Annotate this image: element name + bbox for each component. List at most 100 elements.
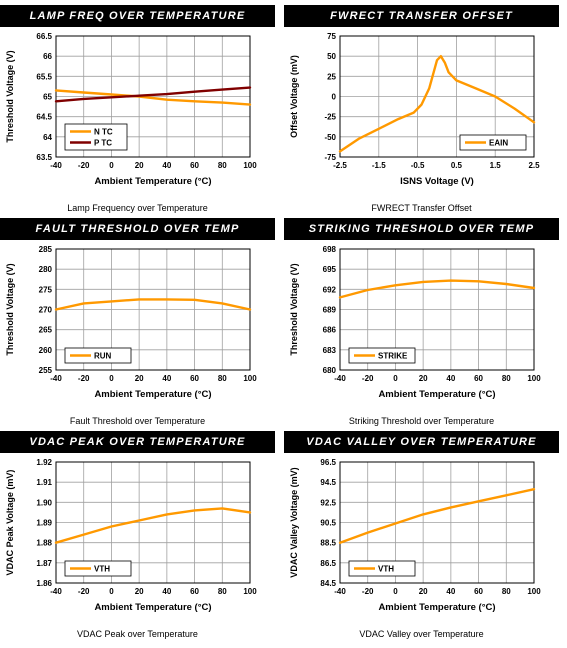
legend-box xyxy=(64,347,132,364)
x-tick-label: 80 xyxy=(218,587,227,596)
y-tick-label: 64 xyxy=(43,133,52,142)
y-tick-label: 689 xyxy=(323,306,337,315)
chart-header: FAULT THRESHOLD OVER TEMP xyxy=(0,218,275,240)
y-tick-label: 260 xyxy=(39,346,53,355)
vdac-peak-chart: -40 -20 0 20 40 60 80 100 1.86 1.87 1.88 1.89 1.90 1.… xyxy=(5,458,257,613)
y-tick-label: 66.5 xyxy=(36,32,52,41)
panel-vdac-peak: VDAC PEAK OVER TEMPERATURE -40 -20 0 20 40 60… xyxy=(0,431,283,647)
panel-vdac-valley: VDAC VALLEY OVER TEMPERATURE -40 -20 0 20 40… xyxy=(284,431,567,647)
plot-border xyxy=(339,248,535,371)
y-tick-label: 285 xyxy=(39,245,53,254)
plot-border xyxy=(339,461,535,584)
legend-label: RUN xyxy=(94,352,112,361)
plot-border xyxy=(55,35,251,158)
series-line xyxy=(54,86,252,103)
fwrect-offset-chart: -2.5 -1.5 -0.5 0.5 1.5 2.5 -75 -50 -25 0 25 50 75 ISN… xyxy=(289,32,540,187)
y-tick-label: 698 xyxy=(323,245,337,254)
x-tick-label: -40 xyxy=(50,587,62,596)
x-tick-label: 1.5 xyxy=(490,161,502,170)
y-tick-label: -50 xyxy=(324,133,336,142)
x-axis-label: Ambient Temperature (°C) xyxy=(378,389,495,400)
y-tick-label: 265 xyxy=(39,326,53,335)
y-tick-label: 63.5 xyxy=(36,153,52,162)
chart-header: FWRECT TRANSFER OFFSET xyxy=(284,5,559,27)
y-tick-label: 64.5 xyxy=(36,113,52,122)
chart-caption: VDAC Valley over Temperature xyxy=(359,629,484,639)
x-tick-label: 60 xyxy=(190,374,199,383)
x-tick-label: 40 xyxy=(446,374,455,383)
y-axis-label: Threshold Voltage (V) xyxy=(5,263,15,355)
x-tick-label: -20 xyxy=(362,374,374,383)
series-line xyxy=(338,55,536,153)
x-tick-label: 60 xyxy=(190,587,199,596)
y-tick-label: 66 xyxy=(43,52,52,61)
chart-header: VDAC VALLEY OVER TEMPERATURE xyxy=(284,431,559,453)
x-tick-label: 0.5 xyxy=(451,161,463,170)
y-tick-label: 0 xyxy=(332,93,337,102)
x-tick-label: 100 xyxy=(527,587,541,596)
x-tick-label: -40 xyxy=(334,374,346,383)
x-tick-label: -20 xyxy=(362,587,374,596)
plot-border xyxy=(55,461,251,584)
y-tick-label: 695 xyxy=(323,265,337,274)
x-tick-label: 20 xyxy=(135,161,144,170)
y-tick-label: 50 xyxy=(327,52,336,61)
legend-label: N TC xyxy=(94,128,113,137)
y-tick-label: 1.92 xyxy=(36,458,52,467)
y-tick-label: 1.86 xyxy=(36,579,52,588)
legend-box xyxy=(459,134,527,151)
legend-box xyxy=(64,560,132,577)
y-axis-label: VDAC Valley Voltage (mV) xyxy=(289,467,299,577)
y-tick-label: 65 xyxy=(43,93,52,102)
chart-caption: VDAC Peak over Temperature xyxy=(77,629,198,639)
x-axis-label: Ambient Temperature (°C) xyxy=(94,602,211,613)
x-tick-label: 0 xyxy=(393,587,398,596)
x-tick-label: 0 xyxy=(109,587,114,596)
panel-lamp-freq: LAMP FREQ OVER TEMPERATURE -40 -20 0 20 40 60… xyxy=(0,5,283,221)
y-axis-label: Threshold Voltage (V) xyxy=(5,50,15,142)
x-tick-label: 40 xyxy=(162,587,171,596)
x-tick-label: 0 xyxy=(109,161,114,170)
legend-label: VTH xyxy=(378,565,394,574)
x-tick-label: 100 xyxy=(243,374,257,383)
y-tick-label: 88.5 xyxy=(320,539,336,548)
y-tick-label: 683 xyxy=(323,346,337,355)
x-tick-label: -40 xyxy=(50,161,62,170)
legend-box xyxy=(64,123,128,151)
legend-label: P TC xyxy=(94,139,112,148)
y-tick-label: 270 xyxy=(39,306,53,315)
x-tick-label: 80 xyxy=(502,587,511,596)
y-tick-label: 84.5 xyxy=(320,579,336,588)
x-axis-label: Ambient Temperature (°C) xyxy=(378,602,495,613)
x-tick-label: 20 xyxy=(135,587,144,596)
panel-striking-threshold: STRIKING THRESHOLD OVER TEMP -40 -20 0 20 40… xyxy=(284,218,567,434)
x-tick-label: -0.5 xyxy=(411,161,425,170)
x-tick-label: 80 xyxy=(502,374,511,383)
x-tick-label: 2.5 xyxy=(528,161,540,170)
x-tick-label: 20 xyxy=(419,587,428,596)
y-tick-label: 275 xyxy=(39,285,53,294)
vdac-valley-chart: -40 -20 0 20 40 60 80 100 84.5 86.5 88.5 90.5 92.5 94… xyxy=(289,458,541,613)
y-axis-label: Threshold Voltage (V) xyxy=(289,263,299,355)
y-axis-label: VDAC Peak Voltage (mV) xyxy=(5,470,15,576)
lamp-freq-chart: -40 -20 0 20 40 60 80 100 63.5 64 64.5 65 65.5 66 66.5… xyxy=(5,32,257,187)
x-tick-label: 0 xyxy=(393,374,398,383)
x-axis-label: Ambient Temperature (°C) xyxy=(94,176,211,187)
x-tick-label: 60 xyxy=(474,374,483,383)
chart-header: STRIKING THRESHOLD OVER TEMP xyxy=(284,218,559,240)
y-tick-label: 96.5 xyxy=(320,458,336,467)
chart-caption: Fault Threshold over Temperature xyxy=(69,416,206,426)
x-tick-label: 40 xyxy=(162,161,171,170)
y-tick-label: 680 xyxy=(323,366,337,375)
y-tick-label: 280 xyxy=(39,265,53,274)
legend-label: VTH xyxy=(94,565,110,574)
x-tick-label: 60 xyxy=(190,161,199,170)
x-tick-label: -20 xyxy=(78,161,90,170)
x-tick-label: -20 xyxy=(78,587,90,596)
x-tick-label: 80 xyxy=(218,374,227,383)
y-tick-label: 1.89 xyxy=(36,519,52,528)
panel-fault-threshold: FAULT THRESHOLD OVER TEMP -40 -20 0 20 40 60 8… xyxy=(0,218,283,434)
plot-border xyxy=(339,35,535,158)
x-tick-label: 0 xyxy=(109,374,114,383)
y-tick-label: 90.5 xyxy=(320,519,336,528)
